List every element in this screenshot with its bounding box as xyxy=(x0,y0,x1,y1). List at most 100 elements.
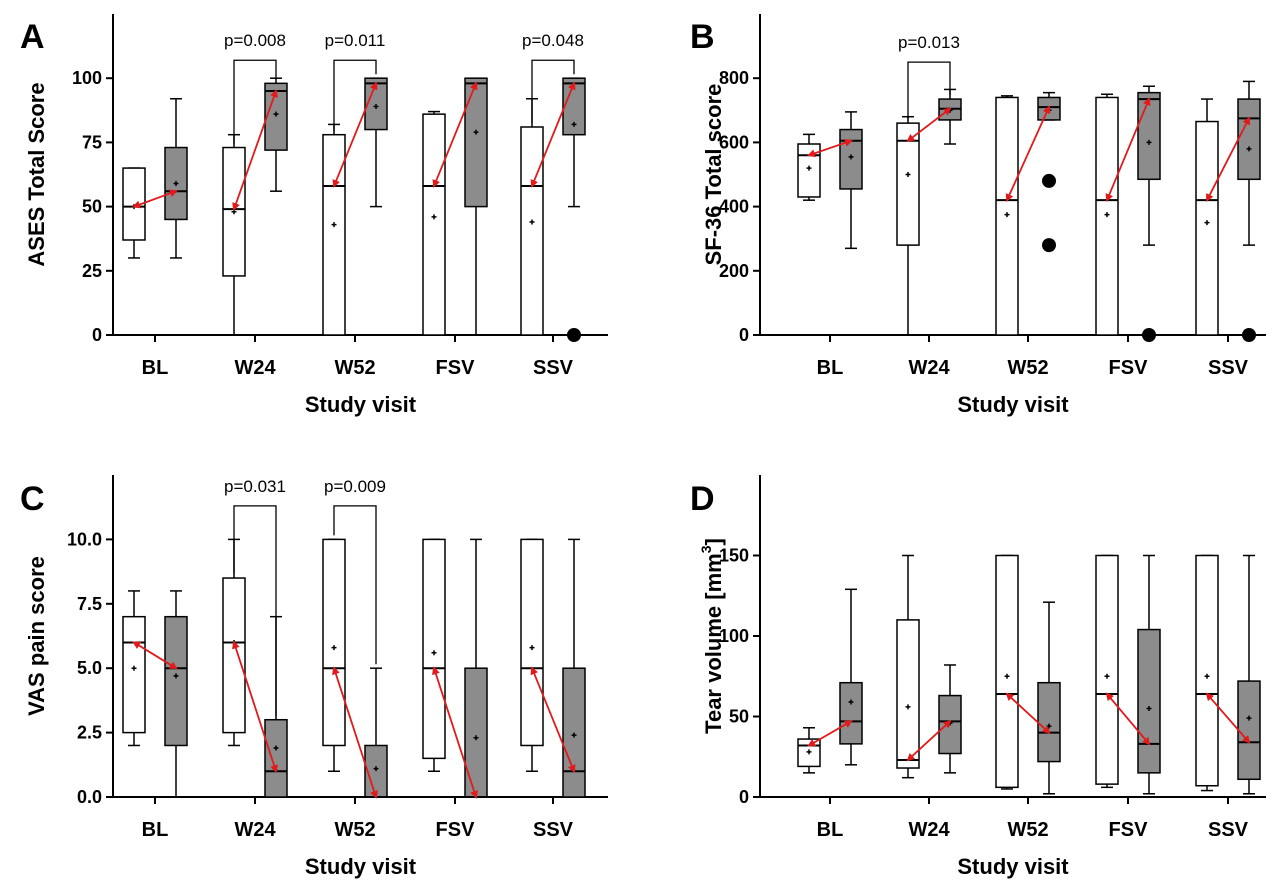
change-arrow xyxy=(530,666,576,774)
y-tick-label: 50 xyxy=(729,707,749,727)
box-W24-b xyxy=(938,664,962,774)
y-tick-label: 0 xyxy=(739,787,749,807)
box-BL-a xyxy=(797,133,821,201)
p-value-label: p=0.031 xyxy=(224,477,286,496)
iqr-box xyxy=(422,113,446,336)
iqr-box xyxy=(520,126,544,336)
change-arrow xyxy=(807,720,853,747)
p-value-label: p=0.048 xyxy=(522,31,584,50)
change-arrow xyxy=(906,719,952,762)
y-tick-label: 50 xyxy=(82,197,102,217)
change-arrow xyxy=(232,640,278,774)
box-BL-b xyxy=(164,590,188,798)
box-BL-b xyxy=(164,97,188,259)
outlier-point xyxy=(567,328,581,342)
box-SSV-b xyxy=(562,77,586,342)
significance-bracket xyxy=(531,59,575,123)
panel-letter: B xyxy=(690,18,715,56)
x-axis-title: Study visit xyxy=(305,392,417,417)
x-tick-label: SSV xyxy=(1208,357,1249,379)
change-arrow xyxy=(432,81,478,188)
box-FSV-b xyxy=(1137,85,1161,342)
mean-marker xyxy=(905,172,911,177)
box-W52-b xyxy=(364,77,388,208)
box-BL-a xyxy=(797,727,821,774)
panel-A: A 0 25 50 75 100 ASES Total Score Study visit BL… xyxy=(20,14,608,417)
x-tick-label: W52 xyxy=(334,819,375,841)
x-tick-label: FSV xyxy=(436,357,476,379)
x-tick-label: BL xyxy=(142,357,169,379)
mean-marker xyxy=(431,214,437,220)
box-SSV-a xyxy=(1195,554,1219,792)
y-tick-label: 75 xyxy=(82,132,102,152)
outlier-point xyxy=(1142,328,1156,342)
significance-bracket xyxy=(907,61,951,120)
iqr-box xyxy=(562,667,586,798)
x-tick-label: FSV xyxy=(1109,357,1149,379)
outlier-point xyxy=(1242,328,1256,342)
x-tick-label: W52 xyxy=(1007,357,1048,379)
iqr-box xyxy=(1137,91,1161,181)
box-W52-a xyxy=(995,554,1019,790)
mean-marker xyxy=(529,219,535,225)
y-tick-label: 800 xyxy=(719,68,749,88)
box-FSV-a xyxy=(1095,93,1119,336)
iqr-box xyxy=(1137,628,1161,774)
x-tick-label: W52 xyxy=(334,357,375,379)
change-arrow xyxy=(132,641,178,670)
change-arrow xyxy=(906,107,952,143)
y-axis-title: Tear volume [mm3] xyxy=(698,538,726,734)
box-FSV-b xyxy=(1137,554,1161,795)
y-tick-label: 10.0 xyxy=(67,529,102,549)
mean-marker xyxy=(806,165,812,171)
change-arrow xyxy=(807,138,853,158)
iqr-box xyxy=(896,619,920,769)
x-axis-title: Study visit xyxy=(957,392,1069,417)
box-SSV-b xyxy=(562,538,586,798)
y-tick-label: 25 xyxy=(82,261,102,281)
significance-bracket xyxy=(233,59,277,144)
iqr-box xyxy=(422,538,446,760)
iqr-box xyxy=(1195,120,1219,336)
box-W24-b xyxy=(264,77,288,192)
y-tick-label: 0 xyxy=(739,325,749,345)
box-W52-b xyxy=(364,667,388,798)
x-tick-label: SSV xyxy=(533,357,574,379)
y-tick-label: 600 xyxy=(719,132,749,152)
change-arrow xyxy=(1105,97,1151,203)
iqr-box xyxy=(520,538,544,747)
mean-marker xyxy=(1204,673,1210,679)
iqr-box xyxy=(322,538,346,747)
p-value-label: p=0.013 xyxy=(898,33,960,52)
x-tick-label: SSV xyxy=(533,819,574,841)
iqr-box xyxy=(839,681,863,745)
y-tick-label: 150 xyxy=(719,546,749,566)
change-arrow xyxy=(1005,105,1051,203)
box-W52-b xyxy=(1037,91,1061,253)
y-tick-label: 0.0 xyxy=(77,787,102,807)
y-tick-label: 100 xyxy=(719,626,749,646)
outlier-point xyxy=(1042,238,1056,253)
x-tick-label: FSV xyxy=(436,819,476,841)
significance-bracket xyxy=(333,505,377,665)
change-arrow xyxy=(332,81,378,188)
box-FSV-a xyxy=(1095,554,1119,789)
mean-marker xyxy=(1204,220,1210,226)
x-tick-label: W24 xyxy=(908,819,950,841)
change-arrow xyxy=(1105,692,1151,746)
significance-bracket xyxy=(333,59,377,131)
iqr-box xyxy=(164,615,188,747)
y-axis-title: SF-36 Total score xyxy=(701,84,726,266)
y-axis-title: ASES Total Score xyxy=(24,82,49,266)
box-W24-a xyxy=(896,115,920,336)
box-FSV-b xyxy=(464,77,488,336)
box-W24-a xyxy=(222,133,246,336)
y-tick-label: 100 xyxy=(72,68,102,88)
iqr-box xyxy=(464,667,488,798)
box-BL-a xyxy=(122,167,146,259)
box-BL-a xyxy=(122,590,146,747)
x-axis-title: Study visit xyxy=(957,854,1069,879)
mean-marker xyxy=(806,749,812,755)
box-W24-a xyxy=(896,554,920,779)
